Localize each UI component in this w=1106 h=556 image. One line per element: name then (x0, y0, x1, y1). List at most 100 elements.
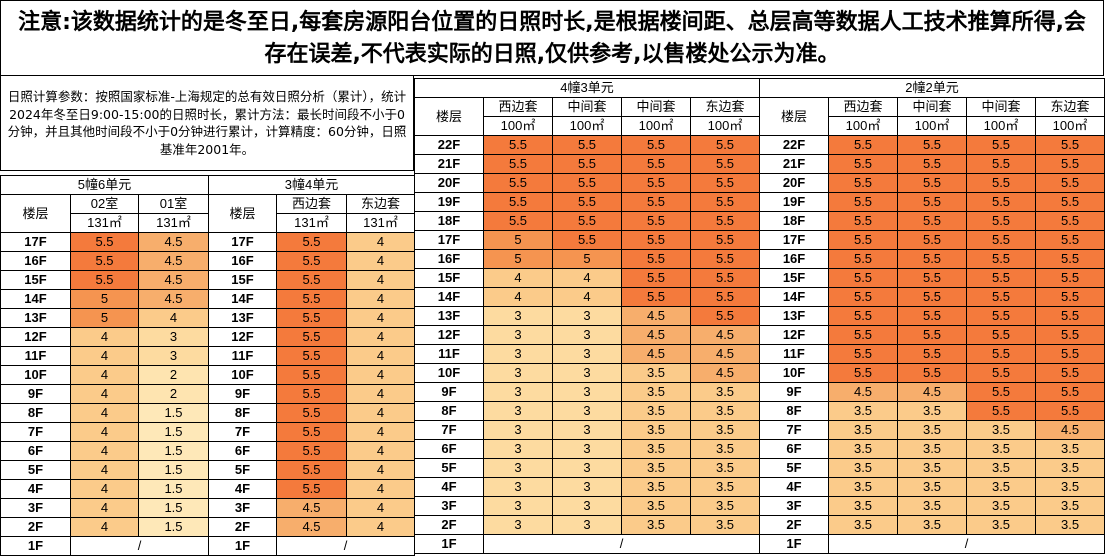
floor-label: 7F (759, 420, 830, 440)
sunlight-hours-cell: 5.5 (276, 479, 347, 499)
sunlight-hours-cell: 4 (346, 403, 415, 423)
sunlight-hours-cell: 5.5 (966, 287, 1037, 307)
unit-header: 东边套 (689, 97, 761, 117)
sunlight-hours-cell: 4 (346, 289, 415, 309)
sunlight-hours-cell: 3 (483, 458, 553, 478)
floor-label: 14F (0, 289, 71, 309)
floor-label: 2F (414, 515, 484, 535)
table-row: 4F 4 1.5 4F 5.5 4 (0, 479, 415, 499)
sunlight-hours-cell: 4 (483, 287, 553, 307)
unit-header: 西边套 (483, 97, 553, 117)
floor-label: 4F (208, 479, 277, 499)
table-row: 5F 4 1.5 5F 5.5 4 (0, 460, 415, 480)
sunlight-hours-cell: 5.5 (966, 173, 1037, 193)
sunlight-hours-cell: 5.5 (966, 192, 1037, 212)
sunlight-hours-cell: 5.5 (897, 344, 968, 364)
sunlight-hours-cell: 5.5 (689, 154, 761, 174)
sunlight-hours-cell: 3.5 (621, 496, 691, 516)
sunlight-hours-cell: 5.5 (966, 135, 1037, 155)
sunlight-hours-cell: 4 (70, 403, 139, 423)
sunlight-hours-cell: 5.5 (689, 230, 761, 250)
table-row: 13F 5 4 13F 5.5 4 (0, 308, 415, 328)
notice-banner: 注意:该数据统计的是冬至日,每套房源阳台位置的日照时长,是根据楼间距、总层高等数… (0, 0, 1104, 76)
sunlight-hours-cell: 5.5 (276, 327, 347, 347)
sunlight-hours-cell: 4 (346, 270, 415, 290)
sunlight-hours-cell: 2 (138, 384, 209, 404)
sunlight-hours-cell: 5.5 (828, 325, 899, 345)
sunlight-hours-cell: 5.5 (1035, 135, 1106, 155)
sunlight-hours-cell: 5.5 (1035, 268, 1106, 288)
sunlight-hours-cell: 3.5 (689, 496, 761, 516)
table-row: 17F 5.5 4.5 17F 5.5 4 (0, 232, 415, 252)
floor-label: 15F (208, 270, 277, 290)
sunlight-hours-cell: 3.5 (828, 420, 899, 440)
floor-label: 13F (208, 308, 277, 328)
sunlight-hours-cell: 4 (70, 327, 139, 347)
sunlight-hours-cell: 5.5 (1035, 325, 1106, 345)
floor-label: 8F (414, 401, 484, 421)
sunlight-hours-cell: 5.5 (483, 192, 553, 212)
na-cell: / (828, 534, 1106, 554)
sunlight-hours-cell: 5.5 (966, 363, 1037, 383)
table-row: 2F 4 1.5 2F 4.5 4 (0, 517, 415, 537)
sunlight-hours-cell: 3.5 (966, 439, 1037, 459)
sunlight-hours-cell: 3 (483, 325, 553, 345)
table-row: 1F/1F / (414, 534, 1106, 554)
sunlight-hours-cell: 5.5 (276, 441, 347, 461)
floor-label: 1F (759, 534, 830, 554)
sunlight-hours-cell: 3.5 (1035, 439, 1106, 459)
floor-label: 22F (414, 135, 484, 155)
floor-label: 11F (0, 346, 71, 366)
sunlight-hours-cell: 3 (483, 363, 553, 383)
floor-label: 19F (759, 192, 830, 212)
sunlight-hours-cell: 4.5 (689, 344, 761, 364)
sunlight-hours-cell: 3 (552, 401, 622, 421)
sunlight-hours-cell: 3.5 (966, 496, 1037, 516)
sunlight-hours-cell: 5.5 (621, 230, 691, 250)
floor-label: 13F (414, 306, 484, 326)
sunlight-hours-cell: 5.5 (276, 346, 347, 366)
sunlight-hours-cell: 5.5 (966, 230, 1037, 250)
sunlight-hours-cell: 3 (483, 420, 553, 440)
floor-label: 4F (759, 477, 830, 497)
sunlight-hours-cell: 5.5 (966, 325, 1037, 345)
sunlight-hours-cell: 5.5 (1035, 363, 1106, 383)
sunlight-hours-cell: 3.5 (828, 401, 899, 421)
unit-area: 100㎡ (689, 116, 761, 136)
sunlight-hours-cell: 5.5 (897, 154, 968, 174)
sunlight-hours-cell: 5.5 (897, 363, 968, 383)
floor-label: 11F (759, 344, 830, 364)
table-row: 6F 4 1.5 6F 5.5 4 (0, 441, 415, 461)
table-row: 10F 4 2 10F 5.5 4 (0, 365, 415, 385)
sunlight-hours-cell: 3 (552, 363, 622, 383)
sunlight-hours-cell: 5.5 (828, 344, 899, 364)
sunlight-hours-cell: 5.5 (276, 251, 347, 271)
unit-area: 131㎡ (70, 213, 139, 233)
sunlight-hours-cell: 5.5 (897, 268, 968, 288)
sunlight-hours-cell: 3 (552, 439, 622, 459)
floor-label: 16F (208, 251, 277, 271)
sunlight-hours-cell: 5.5 (966, 249, 1037, 269)
floor-label: 21F (759, 154, 830, 174)
floor-label: 17F (759, 230, 830, 250)
table-row: 16F 5 5 5.5 5.5 16F 5.5 5.5 5.5 5.5 (414, 249, 1106, 269)
sunlight-hours-cell: 3 (552, 496, 622, 516)
sunlight-hours-cell: 5.5 (552, 135, 622, 155)
area-row: 100㎡ 100㎡ 100㎡ 100㎡ 100㎡ 100㎡ 100㎡ 100㎡ (415, 116, 1106, 136)
sunlight-hours-cell: 5.5 (1035, 306, 1106, 326)
sunlight-hours-cell: 3.5 (828, 515, 899, 535)
floor-label: 9F (0, 384, 71, 404)
sunlight-hours-cell: 4.5 (897, 382, 968, 402)
sunlight-hours-cell: 3.5 (621, 363, 691, 383)
floor-label: 6F (208, 441, 277, 461)
sunlight-hours-cell: 5.5 (276, 365, 347, 385)
sunlight-hours-cell: 5.5 (897, 211, 968, 231)
sunlight-hours-cell: 4 (552, 287, 622, 307)
sunlight-hours-cell: 4.5 (138, 232, 209, 252)
sunlight-hours-cell: 5.5 (828, 363, 899, 383)
sunlight-hours-cell: 3.5 (897, 477, 968, 497)
sunlight-hours-cell: 5.5 (621, 173, 691, 193)
sunlight-hours-cell: 5.5 (483, 211, 553, 231)
sunlight-hours-cell: 4.5 (828, 382, 899, 402)
sunlight-hours-cell: 5.5 (276, 270, 347, 290)
